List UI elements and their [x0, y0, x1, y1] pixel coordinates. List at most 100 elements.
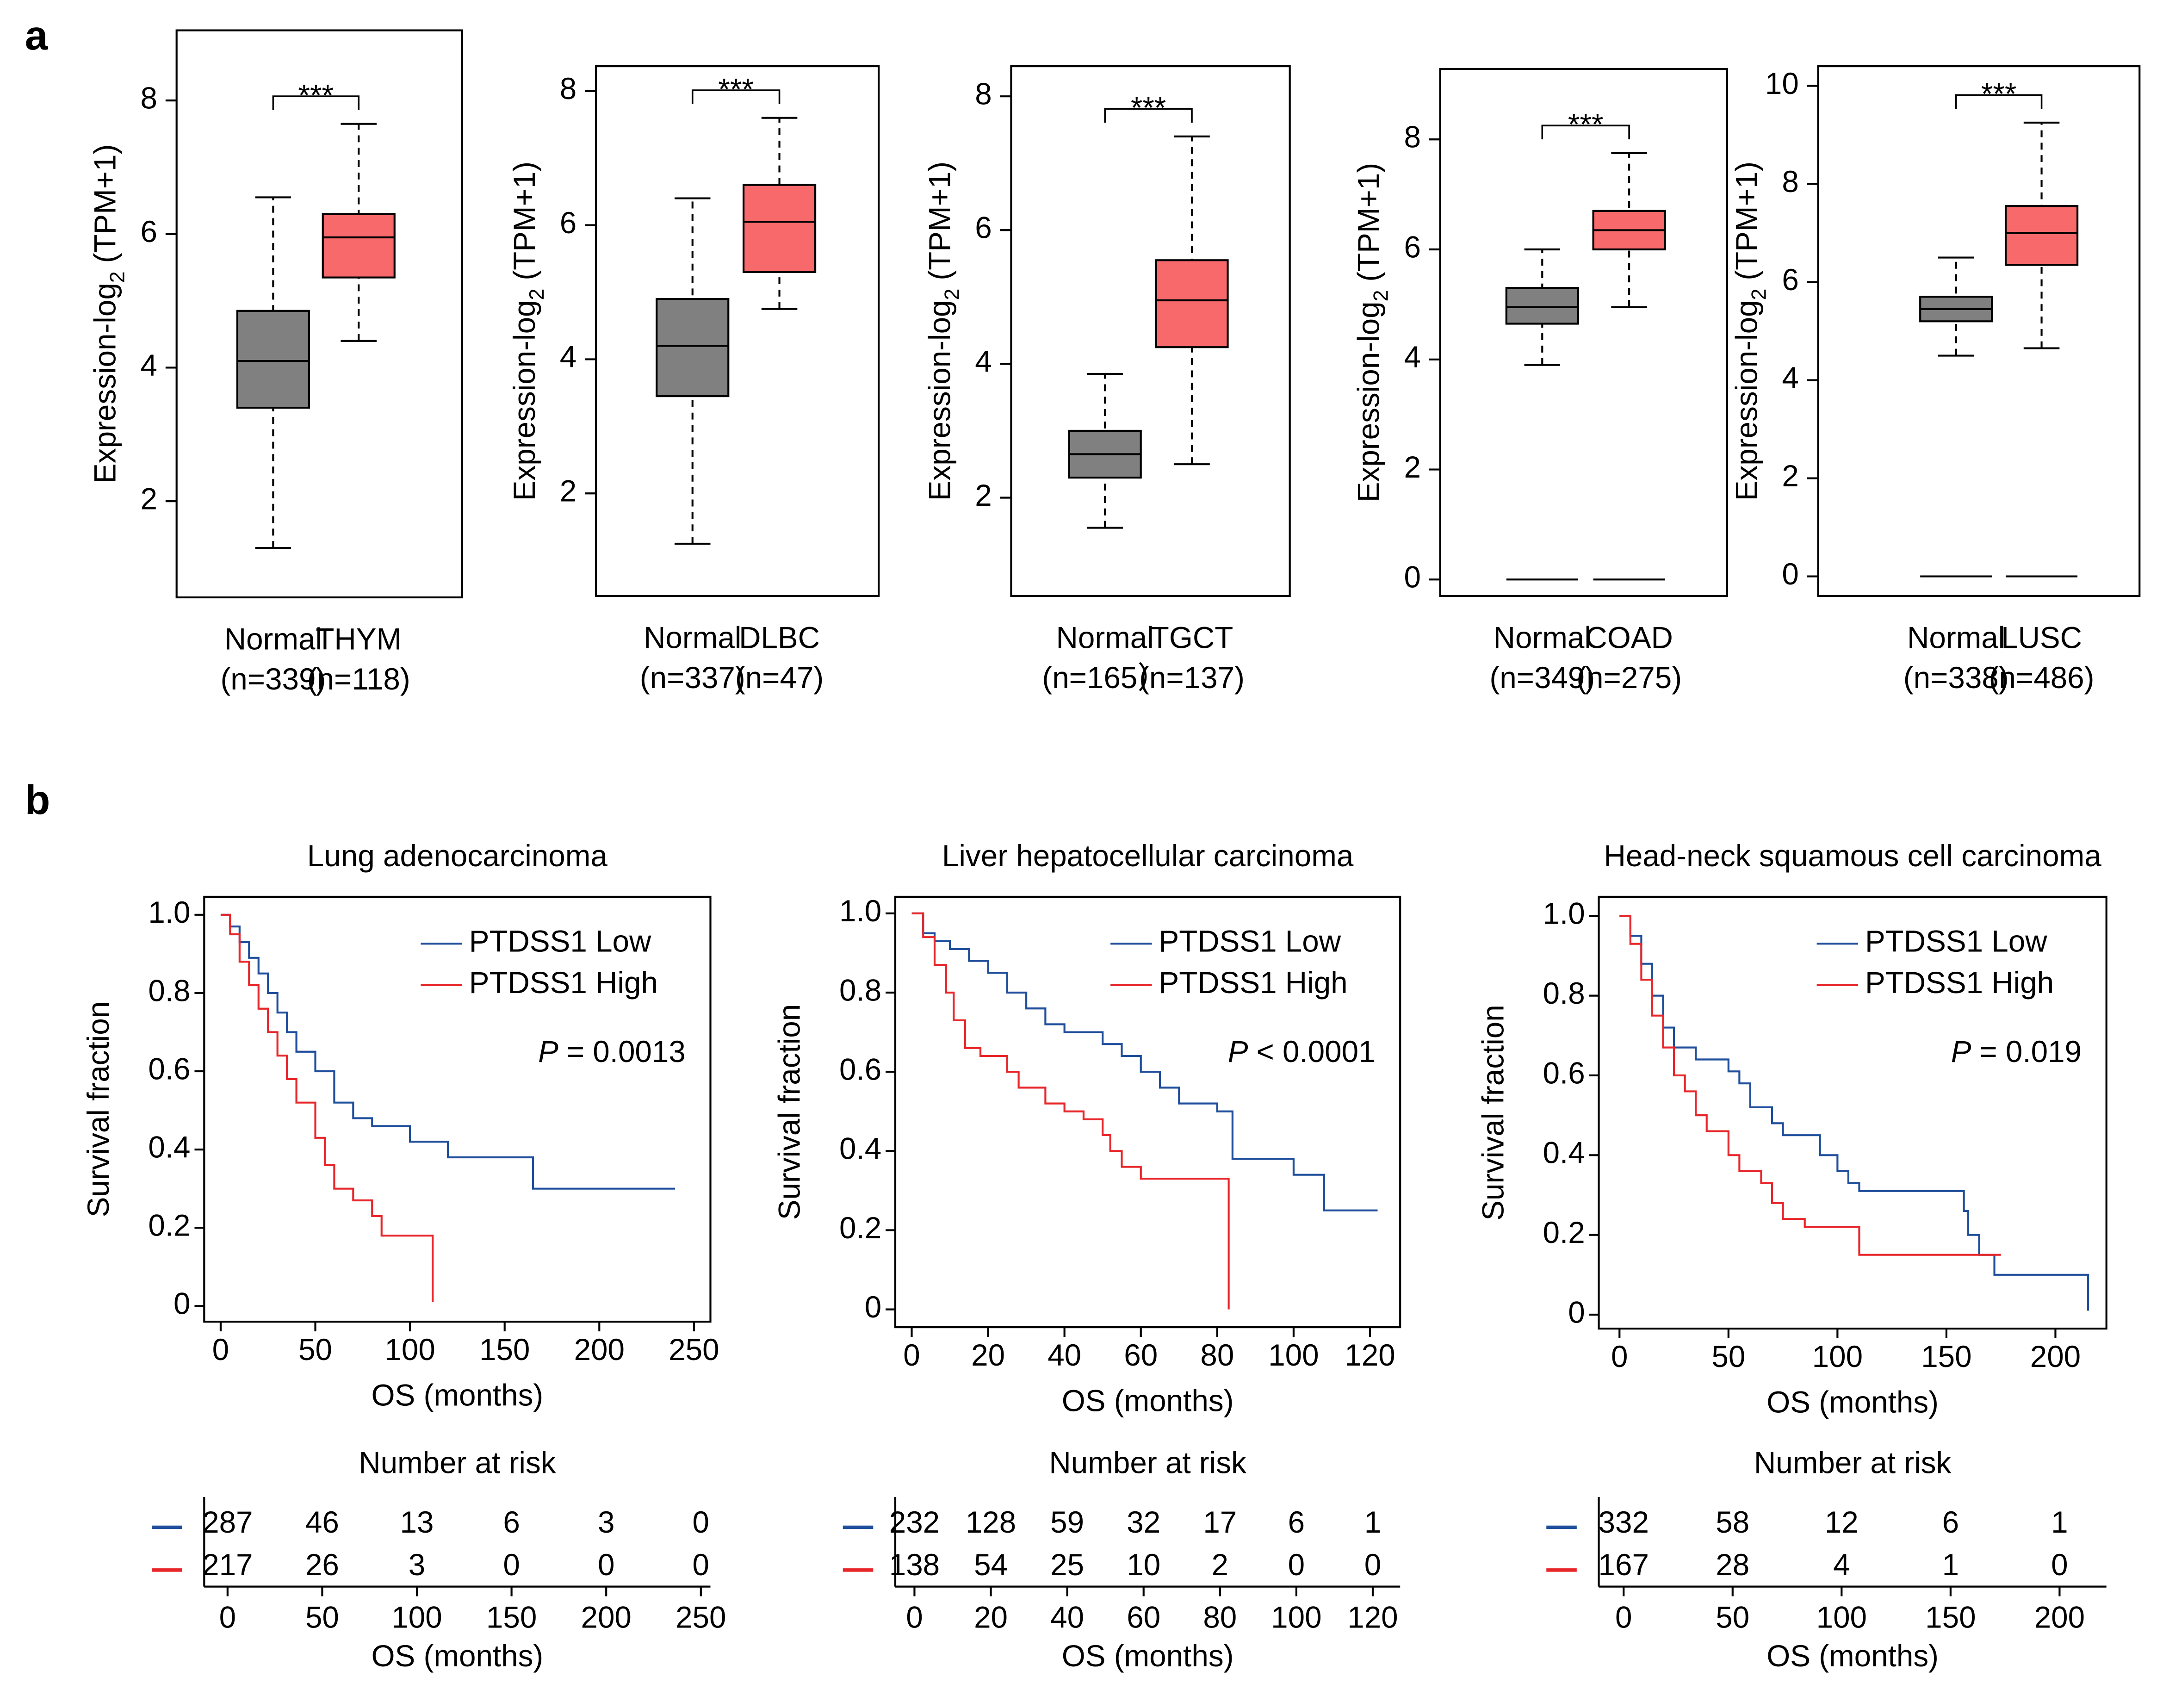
- y-tick-label: 0: [1782, 557, 1798, 591]
- box: [1155, 259, 1229, 348]
- y-tick-label: 0.6: [148, 1052, 190, 1086]
- survival-curve: [911, 912, 1378, 1211]
- x-tick-count: (n=338): [1903, 661, 2009, 695]
- legend-label: PTDSS1 Low: [469, 925, 651, 958]
- x-tick-count: (n=349): [1489, 661, 1595, 695]
- x-tick-label: 100: [1812, 1340, 1863, 1373]
- risk-count: 332: [1599, 1505, 1649, 1539]
- y-tick-label: 1.0: [148, 895, 190, 929]
- x-tick-label: 20: [971, 1338, 1005, 1372]
- p-text: = 0.019: [1979, 1035, 2082, 1068]
- y-tick-label: 8: [560, 72, 576, 106]
- y-axis-label: Expression-log2 (TPM+1): [88, 144, 129, 484]
- y-axis-label: Survival fraction: [773, 1004, 806, 1220]
- risk-count: 217: [202, 1548, 253, 1582]
- risk-count: 10: [1127, 1548, 1160, 1582]
- risk-count: 0: [1364, 1548, 1381, 1582]
- risk-count: 1: [2051, 1505, 2068, 1539]
- risk-tick-label: 40: [1050, 1601, 1084, 1634]
- p-text: < 0.0001: [1256, 1035, 1375, 1068]
- risk-count: 167: [1599, 1548, 1649, 1582]
- x-tick-label: 250: [669, 1333, 719, 1366]
- survival-curve: [911, 912, 1230, 1310]
- significance-label: ***: [1131, 91, 1166, 125]
- risk-count: 1: [1942, 1548, 1959, 1582]
- plot-frame: [1598, 895, 2107, 1330]
- y-tick-label: 6: [1404, 230, 1420, 264]
- risk-tick-label: 100: [1271, 1601, 1321, 1634]
- x-axis-label: OS (months): [372, 1379, 544, 1412]
- plot-frame: [1817, 65, 2141, 597]
- y-tick-label: 2: [1782, 459, 1798, 493]
- risk-tick-label: 100: [1816, 1601, 1867, 1634]
- legend-label: PTDSS1 High: [1865, 966, 2054, 1000]
- risk-tick-label: 150: [1925, 1601, 1976, 1634]
- y-tick-label: 4: [1782, 361, 1798, 395]
- x-tick-label: 40: [1047, 1338, 1081, 1372]
- y-tick-label: 0.4: [148, 1130, 190, 1164]
- plot-frame: [203, 895, 712, 1323]
- y-label-text: Expression-log: [1730, 300, 1764, 501]
- y-tick-label: 6: [975, 211, 992, 245]
- risk-count: 58: [1716, 1505, 1749, 1539]
- x-tick-label: 60: [1124, 1338, 1158, 1372]
- y-axis-label: Survival fraction: [1476, 1005, 1510, 1221]
- survival-curve: [1619, 915, 2001, 1256]
- risk-x-label: OS (months): [1766, 1639, 1939, 1673]
- x-axis-label: OS (months): [1766, 1385, 1939, 1419]
- y-tick-label: 2: [560, 474, 576, 508]
- y-tick-label: 2: [140, 482, 157, 516]
- x-tick-label: 0: [212, 1333, 229, 1366]
- box: [2004, 205, 2079, 266]
- x-tick-label: Normal: [224, 622, 322, 656]
- x-tick-label: 100: [1268, 1338, 1319, 1372]
- y-tick-label: 0.2: [839, 1211, 881, 1245]
- risk-x-label: OS (months): [1062, 1639, 1234, 1673]
- legend-label: PTDSS1 Low: [1159, 925, 1341, 958]
- risk-count: 13: [400, 1505, 434, 1539]
- risk-tick-label: 200: [2034, 1601, 2085, 1634]
- chart-title: Head-neck squamous cell carcinoma: [1604, 839, 2101, 873]
- plot-frame: [1439, 68, 1728, 597]
- x-tick-label: 80: [1200, 1338, 1234, 1372]
- x-tick-count: (n=47): [735, 661, 824, 695]
- x-tick-label: 0: [1611, 1340, 1628, 1373]
- risk-count: 138: [889, 1548, 940, 1582]
- risk-count: 6: [1942, 1505, 1959, 1539]
- y-label-sub: 2: [526, 289, 548, 300]
- risk-count: 3: [598, 1505, 614, 1539]
- x-tick-label: Normal: [1494, 621, 1591, 655]
- risk-count: 287: [202, 1505, 253, 1539]
- y-tick-label: 8: [1404, 120, 1420, 154]
- risk-count: 26: [305, 1548, 339, 1582]
- x-tick-label: 200: [2030, 1340, 2081, 1373]
- y-label-suffix: (TPM+1): [508, 161, 541, 280]
- risk-tick-label: 0: [1615, 1601, 1632, 1634]
- risk-count: 12: [1825, 1505, 1859, 1539]
- y-tick-label: 6: [1782, 263, 1798, 297]
- significance-label: ***: [718, 72, 754, 106]
- risk-tick-label: 120: [1347, 1601, 1398, 1634]
- box: [1505, 287, 1579, 325]
- y-tick-label: 2: [1404, 450, 1420, 484]
- p-label: P: [1228, 1035, 1248, 1068]
- x-tick-label: COAD: [1585, 621, 1673, 655]
- x-tick-count: (n=337): [640, 661, 745, 695]
- x-tick-label: 0: [903, 1338, 920, 1372]
- significance-label: ***: [298, 78, 334, 112]
- significance-bracket: [1955, 94, 2043, 109]
- significance-bracket: [1541, 124, 1630, 140]
- y-label-sub: 2: [941, 289, 964, 300]
- legend-label: PTDSS1 High: [1159, 966, 1347, 1000]
- y-label-text: Expression-log: [508, 300, 541, 501]
- risk-count: 2: [1212, 1548, 1228, 1582]
- risk-count: 0: [503, 1548, 520, 1582]
- y-tick-label: 4: [975, 345, 992, 379]
- y-tick-label: 0.2: [148, 1209, 190, 1242]
- y-tick-label: 1.0: [839, 894, 881, 928]
- x-tick-label: 50: [1711, 1340, 1745, 1373]
- y-tick-label: 0: [1404, 560, 1420, 594]
- x-tick-label: 120: [1345, 1338, 1395, 1372]
- x-tick-count: (n=275): [1576, 661, 1682, 695]
